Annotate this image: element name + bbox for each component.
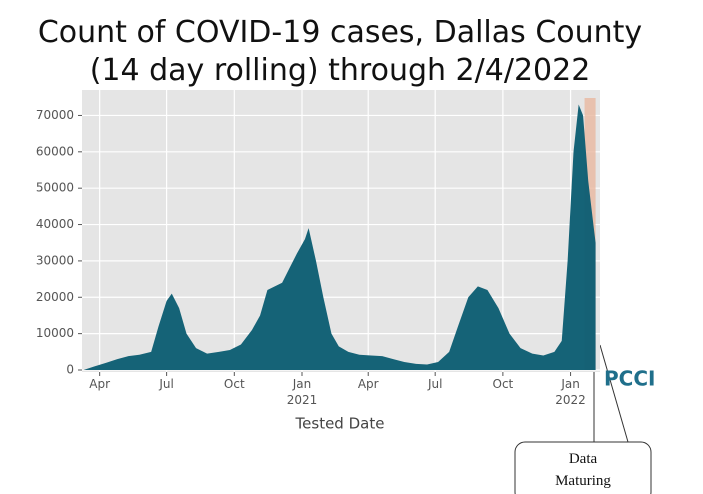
area	[83, 104, 596, 370]
x-tick-label: Jul	[158, 377, 173, 391]
x-tick-label: Apr	[89, 377, 110, 391]
annotation-box	[514, 441, 652, 494]
x-tick-label: Oct	[224, 377, 245, 391]
x-tick-label: Jan 2022	[555, 377, 586, 407]
x-tick-label: Oct	[493, 377, 514, 391]
y-tick-label: 0	[66, 363, 74, 377]
plot-area	[82, 90, 600, 372]
x-tick-label: Jan 2021	[287, 377, 318, 407]
y-tick-label: 60000	[36, 144, 74, 158]
logo: PCCI	[604, 367, 655, 391]
y-tick-label: 50000	[36, 181, 74, 195]
y-tick-label: 20000	[36, 290, 74, 304]
y-tick-label: 30000	[36, 253, 74, 267]
x-tick-label: Jul	[427, 377, 442, 391]
x-tick-label: Apr	[358, 377, 379, 391]
x-axis-label: Tested Date	[295, 415, 385, 433]
annotation-pointer	[599, 344, 629, 443]
y-tick-label: 40000	[36, 217, 74, 231]
y-tick-label: 70000	[36, 108, 74, 122]
annotation: Data Maturing	[555, 451, 611, 489]
chart-title: Count of COVID-19 cases, Dallas County (1…	[38, 15, 642, 88]
y-tick-label: 10000	[36, 326, 74, 340]
